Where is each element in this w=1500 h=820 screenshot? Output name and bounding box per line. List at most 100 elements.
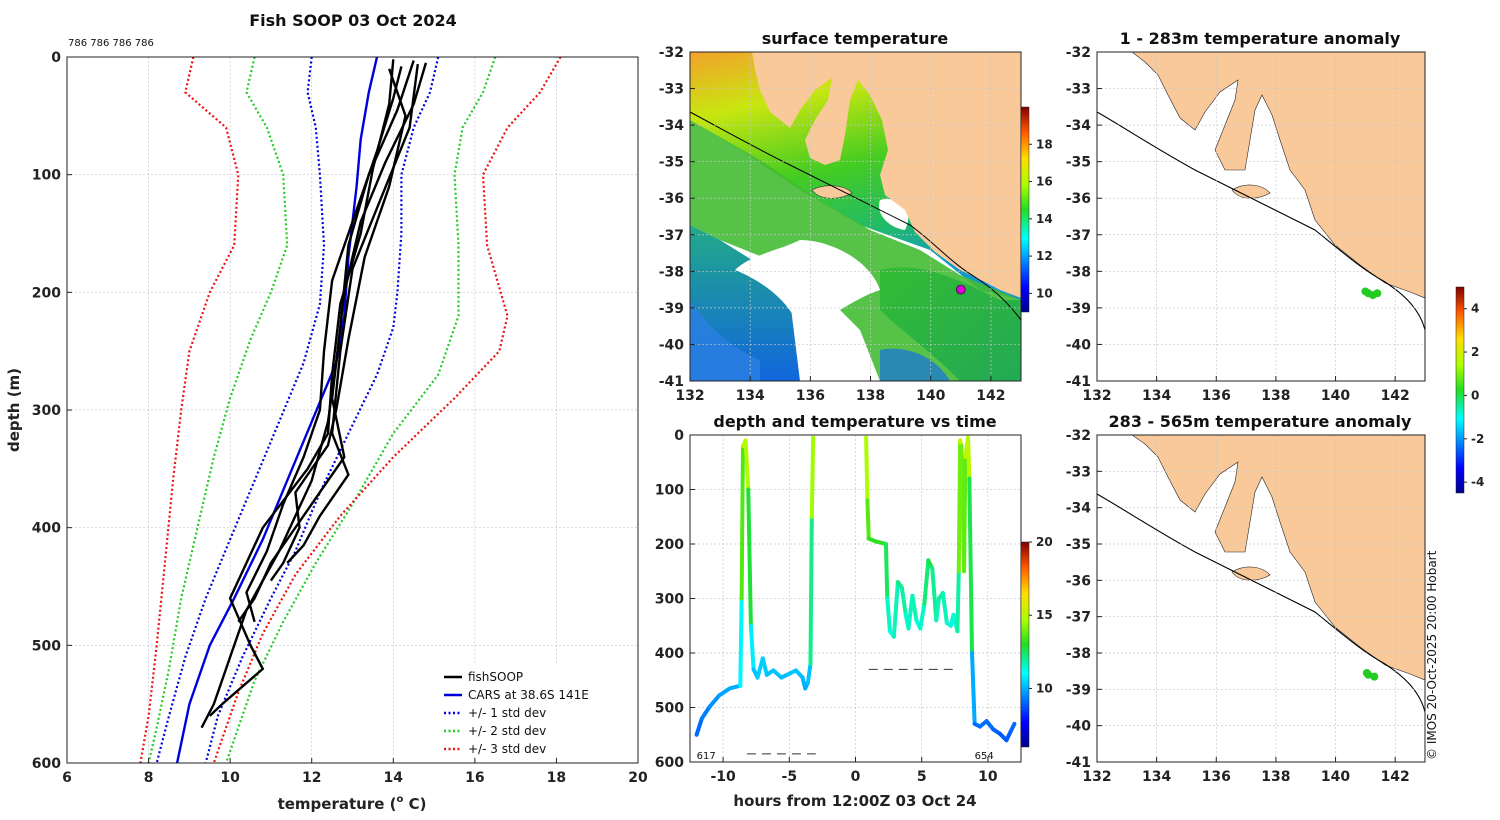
sst-land bbox=[752, 52, 1021, 298]
anomaly-shallow-marker bbox=[1361, 287, 1382, 300]
y-tick-label: 0 bbox=[51, 50, 61, 66]
y-tick-label: -35 bbox=[1066, 537, 1091, 553]
anomaly-dot bbox=[1373, 289, 1382, 298]
colorbar-tick-label: 0 bbox=[1471, 388, 1479, 402]
x-tick-label: 140 bbox=[916, 388, 945, 404]
anomaly-colorbar bbox=[1455, 286, 1465, 494]
y-tick-label: -40 bbox=[659, 337, 685, 353]
x-tick-label: 6 bbox=[62, 770, 72, 786]
y-tick-label: 600 bbox=[655, 755, 684, 771]
y-tick-label: 100 bbox=[32, 168, 61, 184]
colorbar-tick-label: 2 bbox=[1471, 345, 1479, 359]
sst-cloud-gap-1 bbox=[735, 240, 880, 330]
y-tick-label: 400 bbox=[32, 521, 61, 537]
y-tick-label: 300 bbox=[32, 403, 61, 419]
y-tick-label: 600 bbox=[32, 756, 61, 772]
y-tick-label: 0 bbox=[674, 428, 684, 444]
y-tick-label: -38 bbox=[1066, 264, 1091, 280]
y-tick-label: -39 bbox=[1066, 682, 1091, 698]
anomaly-deep-panel: 283 - 565m temperature anomaly 132 134 136… bbox=[1066, 412, 1426, 785]
timeseries-xlabel: hours from 12:00Z 03 Oct 24 bbox=[733, 792, 976, 810]
legend-entry: +/- 1 std dev bbox=[468, 706, 546, 720]
x-tick-label: 20 bbox=[628, 770, 648, 786]
timeseries-segment bbox=[707, 693, 722, 709]
timeseries-segment bbox=[694, 716, 704, 737]
anomaly-shallow-frame bbox=[1096, 51, 1426, 382]
x-tick-label: 132 bbox=[1082, 769, 1111, 785]
timeseries-segment bbox=[899, 585, 908, 617]
profile-panel: Fish SOOP 03 Oct 2024 786 786 786 786 6 8… bbox=[5, 11, 648, 813]
timeseries-panel: depth and temperature vs time 617 654 -10… bbox=[655, 412, 1053, 810]
timeseries-segment bbox=[891, 580, 900, 639]
timeseries-segment bbox=[967, 476, 975, 655]
timeseries-segment bbox=[808, 514, 814, 666]
y-tick-label: -38 bbox=[1066, 646, 1091, 662]
timeseries-segment bbox=[717, 686, 732, 698]
legend-entry: fishSOOP bbox=[468, 670, 523, 684]
colorbar-tick-label: 15 bbox=[1036, 608, 1053, 622]
anomaly-deep-ticks: 132 134 136 138 140 142 -32 -33 -34 -35 -36 -37 -38 -… bbox=[1066, 428, 1410, 785]
timeseries-annotation: 617 bbox=[697, 751, 716, 762]
timeseries-segment bbox=[865, 498, 871, 541]
timeseries-segment bbox=[966, 435, 972, 481]
profile-legend: fishSOOP CARS at 38.6S 141E +/- 1 std dev +… bbox=[437, 665, 633, 757]
timeseries-annotation: 654 bbox=[975, 751, 994, 762]
x-tick-label: 0 bbox=[851, 769, 861, 785]
timeseries-segment bbox=[883, 542, 890, 601]
timeseries-segment bbox=[748, 623, 756, 672]
profile-series-line bbox=[139, 56, 240, 764]
profile-series-line bbox=[175, 56, 379, 764]
x-tick-label: 136 bbox=[796, 388, 825, 404]
y-tick-label: -34 bbox=[1066, 118, 1092, 134]
y-tick-label: -35 bbox=[1066, 155, 1091, 171]
anomaly-shallow-ticks: 132 134 136 138 140 142 -32 -33 -34 -35 -36 -37 -38 -… bbox=[1066, 45, 1410, 404]
sst-ticks: 132 134 136 138 140 142 -32 -33 -34 -35 -36 -37 -38 -… bbox=[659, 45, 1006, 404]
profile-title: Fish SOOP 03 Oct 2024 bbox=[249, 11, 457, 30]
x-tick-label: 132 bbox=[675, 388, 704, 404]
sst-title: surface temperature bbox=[762, 29, 949, 48]
y-tick-label: -40 bbox=[1066, 719, 1092, 735]
x-tick-label: 10 bbox=[978, 769, 998, 785]
colorbar-tick-label: 20 bbox=[1036, 535, 1053, 549]
y-tick-label: -37 bbox=[659, 228, 684, 244]
timeseries-colorbar-ticks: 10 15 20 bbox=[1029, 535, 1053, 695]
colorbar-tick-label: 14 bbox=[1036, 212, 1053, 226]
legend-entry: +/- 2 std dev bbox=[468, 724, 546, 738]
y-tick-label: 500 bbox=[32, 638, 61, 654]
profile-xlabel: temperature (o C) bbox=[278, 794, 427, 813]
timeseries-series: 617 654 bbox=[694, 435, 1017, 762]
sst-southeast-field bbox=[880, 267, 1021, 381]
x-tick-label: 8 bbox=[144, 770, 154, 786]
timeseries-segment bbox=[864, 435, 870, 503]
y-tick-label: -32 bbox=[1066, 428, 1091, 444]
sst-location-marker bbox=[955, 284, 966, 295]
x-tick-label: 136 bbox=[1202, 388, 1231, 404]
timeseries-segment bbox=[970, 651, 977, 726]
x-tick-label: 14 bbox=[384, 770, 404, 786]
legend-box bbox=[437, 665, 633, 757]
y-tick-label: -36 bbox=[659, 191, 684, 207]
y-tick-label: 200 bbox=[655, 537, 684, 553]
colorbar-tick-label: -4 bbox=[1471, 475, 1484, 489]
anomaly-deep-frame bbox=[1096, 434, 1426, 763]
timeseries-segment bbox=[746, 487, 753, 628]
sst-colorbar bbox=[1020, 106, 1030, 313]
timeseries-segment bbox=[934, 596, 941, 623]
profile-grid bbox=[66, 56, 639, 764]
sst-map-panel: surface temperature 132 134 136 138 140 142 -3… bbox=[659, 29, 1053, 404]
timeseries-segment bbox=[1008, 721, 1017, 735]
y-tick-label: -36 bbox=[1066, 191, 1091, 207]
legend-entry: +/- 3 std dev bbox=[468, 742, 546, 756]
anomaly-dot bbox=[1362, 668, 1371, 677]
sst-colorbar-ticks: 10 12 14 16 18 bbox=[1029, 137, 1053, 300]
x-tick-label: 12 bbox=[302, 770, 321, 786]
timeseries-segment bbox=[962, 454, 968, 574]
x-tick-label: 18 bbox=[547, 770, 566, 786]
x-tick-label: 16 bbox=[465, 770, 484, 786]
timeseries-segment bbox=[760, 656, 769, 677]
timeseries-segment bbox=[743, 438, 751, 492]
credit-text: © IMOS 20-Oct-2025 20:00 Hobart bbox=[1425, 550, 1439, 760]
